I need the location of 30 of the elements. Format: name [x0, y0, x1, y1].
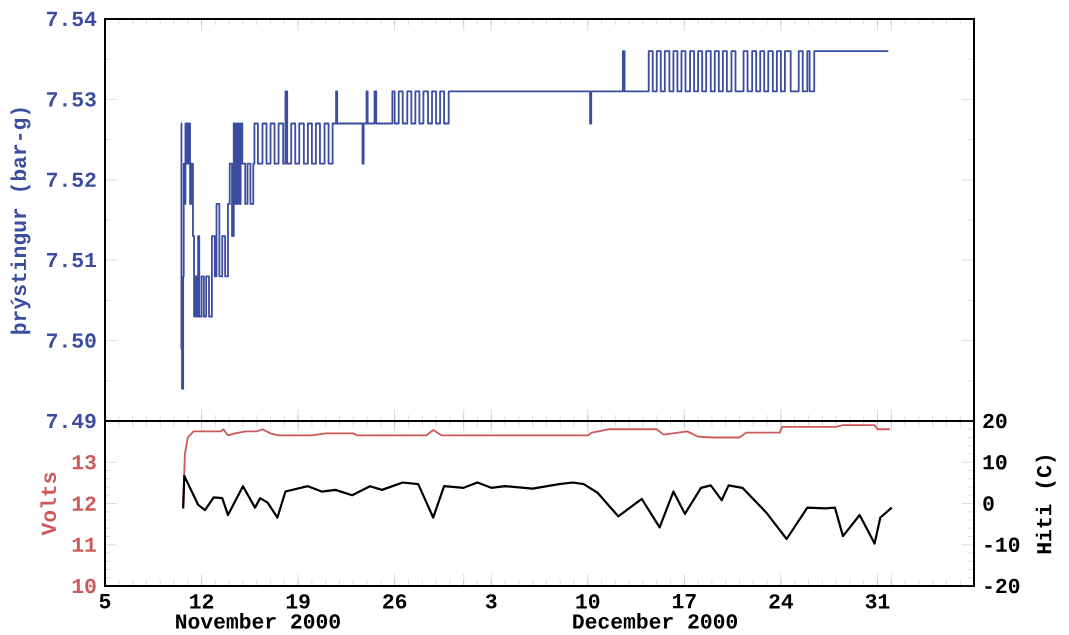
y-tick-label: 11 [72, 537, 96, 552]
x-tick-label: 3 [485, 594, 497, 609]
line-series [182, 474, 893, 545]
x-tick-label: 5 [99, 594, 111, 609]
y-axis-title: Volts [40, 472, 57, 536]
y2-tick-label: -10 [985, 537, 1020, 552]
y-tick-label: 7.52 [47, 172, 96, 188]
y-tick-label: 7.54 [47, 11, 97, 27]
y2-tick-label: 0 [983, 496, 994, 511]
y2-tick-label: 10 [983, 455, 1007, 470]
y-tick-label: 10 [72, 578, 96, 594]
x-tick-label: 12 [190, 594, 214, 609]
y2-tick-label: 20 [983, 413, 1007, 429]
y-tick-label: 7.49 [47, 413, 96, 429]
x-tick-label: 26 [383, 594, 407, 609]
y2-axis-title: Hiti (C) [1035, 455, 1056, 554]
y-tick-label: 7.51 [47, 253, 96, 268]
y-axis-title: þrýstingur (bar-g) [10, 108, 31, 334]
y-tick-label: 7.53 [47, 92, 96, 107]
text: December 2000 [573, 613, 738, 629]
x-tick-label: 19 [286, 594, 310, 609]
x-tick-label: 31 [865, 594, 890, 609]
y-tick-label: 13 [72, 455, 96, 470]
x-tick-label: 24 [769, 594, 794, 609]
text: November 2000 [176, 613, 340, 629]
x-tick-label: 17 [672, 594, 696, 609]
x-tick-label: 10 [576, 594, 600, 609]
y-tick-label: 12 [72, 496, 96, 511]
y-tick-label: 7.50 [47, 333, 96, 348]
y2-tick-label: -20 [985, 578, 1020, 594]
